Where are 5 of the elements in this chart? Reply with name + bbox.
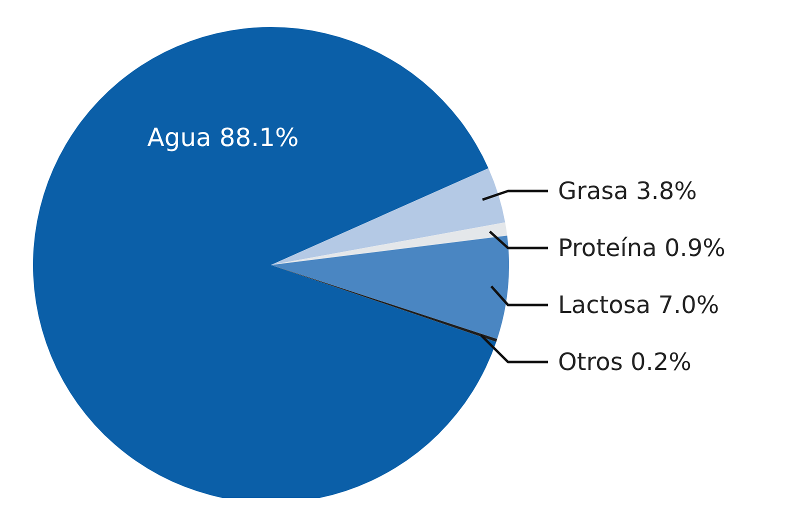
slice-label: Otros 0.2% [558, 348, 692, 376]
slice-label: Lactosa 7.0% [558, 291, 720, 319]
slice-label: Grasa 3.8% [558, 177, 697, 205]
slice-label: Agua 88.1% [147, 123, 299, 152]
slice-label: Proteína 0.9% [558, 234, 726, 262]
